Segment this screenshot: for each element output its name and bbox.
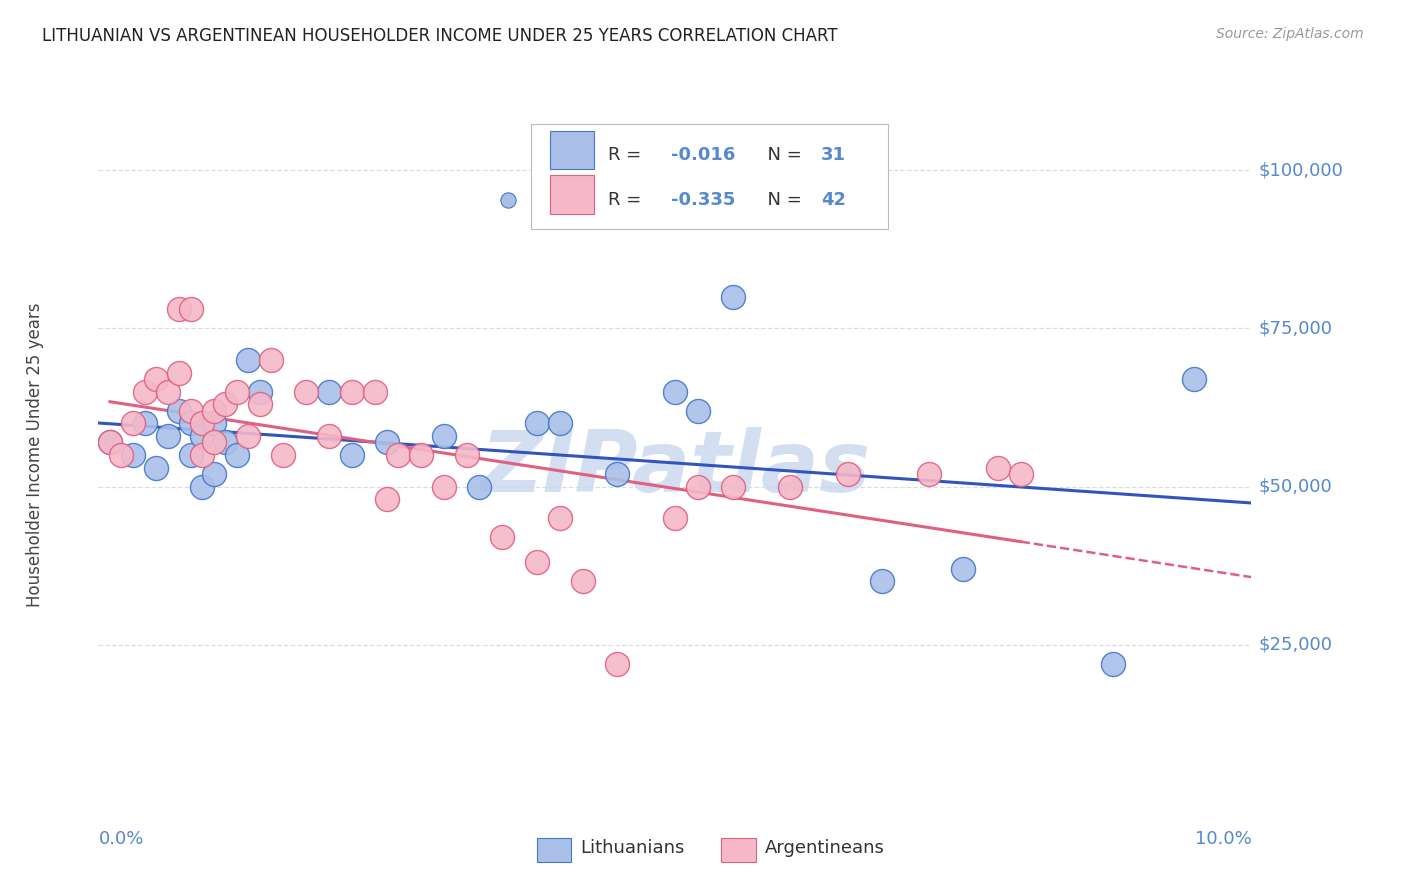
Point [456,448,478,462]
Point [295,384,318,399]
Point [318,384,340,399]
Point [134,384,156,399]
Point [548,417,571,431]
Text: 42: 42 [821,191,846,209]
Point [156,384,179,399]
Point [260,353,283,368]
Point [952,562,974,576]
Text: -0.335: -0.335 [672,191,735,209]
Text: 0.0%: 0.0% [98,830,143,847]
Point [180,417,202,431]
Point [987,460,1010,475]
Point [1182,372,1205,386]
Point [526,556,548,570]
Point [134,417,156,431]
Point [167,366,190,380]
Point [664,384,686,399]
Text: Argentineans: Argentineans [765,839,884,857]
Point [468,479,491,493]
Point [214,435,236,450]
Text: R =: R = [607,191,647,209]
Point [1010,467,1032,481]
Point [98,435,121,450]
Text: 10.0%: 10.0% [1195,830,1251,847]
Point [1102,657,1125,671]
Text: $25,000: $25,000 [1258,636,1333,654]
Point [167,302,190,317]
Point [98,435,121,450]
Point [433,479,456,493]
Point [191,479,214,493]
Point [318,429,340,443]
Text: 31: 31 [821,146,846,164]
Point [202,435,225,450]
Point [548,511,571,525]
Text: Source: ZipAtlas.com: Source: ZipAtlas.com [1216,27,1364,41]
Point [872,574,894,589]
Point [191,448,214,462]
Point [917,467,939,481]
Point [156,429,179,443]
Point [571,574,593,589]
Point [145,372,167,386]
Point [191,417,214,431]
Point [271,448,294,462]
Point [526,417,548,431]
Point [214,397,236,411]
Point [387,448,409,462]
Point [225,448,247,462]
Point [340,448,363,462]
Point [202,403,225,417]
Point [122,417,145,431]
Point [122,448,145,462]
Point [202,417,225,431]
Point [180,448,202,462]
Point [664,511,686,525]
Point [491,530,513,544]
Text: -0.016: -0.016 [672,146,735,164]
Text: R =: R = [607,146,647,164]
Point [606,467,628,481]
Text: N =: N = [755,191,807,209]
Bar [537,838,571,862]
Bar [550,176,595,213]
Point [180,302,202,317]
Point [779,479,801,493]
Text: $100,000: $100,000 [1258,161,1343,179]
Point [167,403,190,417]
Text: Lithuanians: Lithuanians [581,839,685,857]
Point [191,429,214,443]
Text: $75,000: $75,000 [1258,319,1333,337]
Text: N =: N = [755,146,807,164]
FancyBboxPatch shape [530,124,889,229]
Bar [721,838,755,862]
Point [340,384,363,399]
Text: ZIPatlas: ZIPatlas [479,427,870,510]
Point [249,384,271,399]
Point [411,448,433,462]
Point [375,492,398,507]
Point [606,657,628,671]
Text: $50,000: $50,000 [1258,477,1331,496]
Point [110,448,132,462]
Point [225,384,247,399]
Point [721,479,744,493]
Point [837,467,859,481]
Point [145,460,167,475]
Point [375,435,398,450]
Point [721,290,744,304]
Bar [550,130,595,169]
Point [180,403,202,417]
Point [238,429,260,443]
Point [686,403,709,417]
Point [249,397,271,411]
Point [238,353,260,368]
Point [433,429,456,443]
Text: LITHUANIAN VS ARGENTINEAN HOUSEHOLDER INCOME UNDER 25 YEARS CORRELATION CHART: LITHUANIAN VS ARGENTINEAN HOUSEHOLDER IN… [42,27,838,45]
Point [686,479,709,493]
Text: Householder Income Under 25 years: Householder Income Under 25 years [27,302,44,607]
Point [202,467,225,481]
Point [364,384,387,399]
